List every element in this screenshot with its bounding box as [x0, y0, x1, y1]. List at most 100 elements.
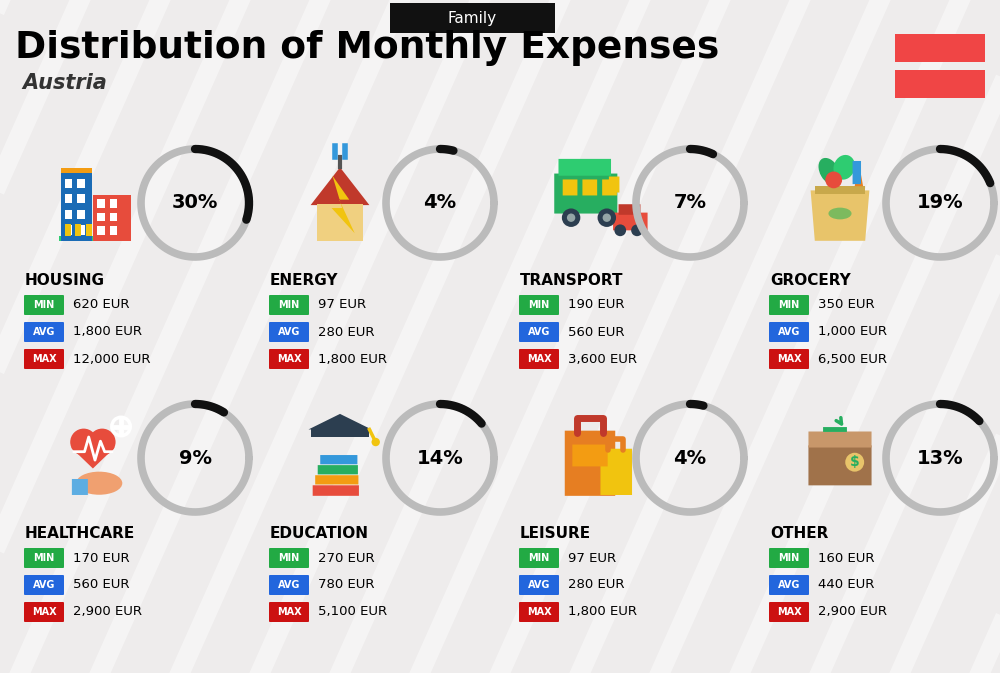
FancyBboxPatch shape — [311, 429, 369, 437]
Circle shape — [567, 213, 575, 222]
Text: AVG: AVG — [33, 327, 55, 337]
Text: EDUCATION: EDUCATION — [270, 526, 369, 541]
FancyBboxPatch shape — [769, 295, 809, 315]
Text: Family: Family — [448, 11, 497, 26]
FancyBboxPatch shape — [97, 199, 105, 207]
Text: 4%: 4% — [423, 194, 457, 213]
Circle shape — [562, 209, 580, 227]
Text: MAX: MAX — [527, 607, 551, 617]
FancyBboxPatch shape — [769, 548, 809, 568]
Circle shape — [372, 438, 380, 446]
Polygon shape — [311, 168, 369, 205]
FancyBboxPatch shape — [65, 194, 72, 203]
FancyBboxPatch shape — [269, 295, 309, 315]
FancyBboxPatch shape — [65, 210, 72, 219]
Text: LEISURE: LEISURE — [520, 526, 591, 541]
FancyBboxPatch shape — [65, 225, 72, 234]
Text: AVG: AVG — [33, 580, 55, 590]
Text: 1,800 EUR: 1,800 EUR — [318, 353, 387, 365]
FancyBboxPatch shape — [65, 178, 72, 188]
FancyBboxPatch shape — [24, 575, 64, 595]
Text: $: $ — [850, 455, 860, 469]
Text: MIN: MIN — [528, 300, 550, 310]
FancyBboxPatch shape — [572, 445, 608, 466]
FancyBboxPatch shape — [519, 575, 559, 595]
Ellipse shape — [828, 207, 852, 219]
Text: OTHER: OTHER — [770, 526, 828, 541]
Text: 97 EUR: 97 EUR — [318, 299, 366, 312]
Text: 160 EUR: 160 EUR — [818, 551, 874, 565]
Text: 280 EUR: 280 EUR — [318, 326, 374, 339]
Text: 6,500 EUR: 6,500 EUR — [818, 353, 887, 365]
FancyBboxPatch shape — [895, 34, 985, 62]
Text: Distribution of Monthly Expenses: Distribution of Monthly Expenses — [15, 30, 719, 66]
Text: MIN: MIN — [33, 553, 55, 563]
FancyBboxPatch shape — [519, 602, 559, 622]
Text: TRANSPORT: TRANSPORT — [520, 273, 624, 288]
FancyBboxPatch shape — [24, 295, 64, 315]
FancyBboxPatch shape — [895, 70, 985, 98]
Text: AVG: AVG — [278, 327, 300, 337]
FancyBboxPatch shape — [769, 349, 809, 369]
Circle shape — [614, 224, 626, 236]
Text: 14%: 14% — [417, 448, 463, 468]
Text: 1,800 EUR: 1,800 EUR — [73, 326, 142, 339]
Circle shape — [70, 429, 97, 456]
Text: MAX: MAX — [777, 607, 801, 617]
Text: 5,100 EUR: 5,100 EUR — [318, 606, 387, 618]
FancyBboxPatch shape — [86, 224, 92, 236]
Text: 12,000 EUR: 12,000 EUR — [73, 353, 150, 365]
Text: MAX: MAX — [277, 354, 301, 364]
Text: 280 EUR: 280 EUR — [568, 579, 624, 592]
FancyBboxPatch shape — [390, 3, 555, 33]
Text: ENERGY: ENERGY — [270, 273, 338, 288]
Text: AVG: AVG — [778, 580, 800, 590]
Text: 9%: 9% — [178, 448, 212, 468]
FancyBboxPatch shape — [619, 204, 640, 215]
FancyBboxPatch shape — [315, 475, 358, 485]
Text: MIN: MIN — [528, 553, 550, 563]
Text: 190 EUR: 190 EUR — [568, 299, 624, 312]
Text: 440 EUR: 440 EUR — [818, 579, 874, 592]
FancyBboxPatch shape — [61, 168, 92, 173]
Text: 7%: 7% — [674, 194, 706, 213]
Text: 97 EUR: 97 EUR — [568, 551, 616, 565]
Ellipse shape — [76, 472, 122, 495]
Polygon shape — [308, 414, 372, 429]
FancyBboxPatch shape — [558, 159, 611, 176]
FancyBboxPatch shape — [24, 548, 64, 568]
FancyBboxPatch shape — [77, 194, 85, 203]
FancyBboxPatch shape — [554, 174, 617, 213]
Text: MIN: MIN — [778, 300, 800, 310]
Text: 1,000 EUR: 1,000 EUR — [818, 326, 887, 339]
Text: 350 EUR: 350 EUR — [818, 299, 875, 312]
Text: GROCERY: GROCERY — [770, 273, 851, 288]
Circle shape — [603, 213, 611, 222]
FancyBboxPatch shape — [853, 161, 861, 184]
FancyBboxPatch shape — [61, 172, 92, 241]
FancyBboxPatch shape — [769, 322, 809, 342]
Text: 30%: 30% — [172, 194, 218, 213]
FancyBboxPatch shape — [110, 226, 117, 234]
Text: MAX: MAX — [32, 354, 56, 364]
Text: MAX: MAX — [527, 354, 551, 364]
FancyBboxPatch shape — [519, 548, 559, 568]
FancyBboxPatch shape — [65, 224, 71, 236]
FancyBboxPatch shape — [613, 213, 648, 230]
Text: 19%: 19% — [917, 194, 963, 213]
FancyBboxPatch shape — [519, 349, 559, 369]
Text: 560 EUR: 560 EUR — [73, 579, 130, 592]
FancyBboxPatch shape — [318, 465, 358, 474]
FancyBboxPatch shape — [77, 210, 85, 219]
FancyBboxPatch shape — [77, 225, 85, 234]
FancyBboxPatch shape — [563, 180, 577, 195]
Ellipse shape — [819, 158, 840, 185]
Text: AVG: AVG — [778, 327, 800, 337]
FancyBboxPatch shape — [24, 322, 64, 342]
FancyBboxPatch shape — [93, 194, 131, 241]
Polygon shape — [71, 448, 115, 468]
Polygon shape — [855, 163, 863, 186]
Text: 170 EUR: 170 EUR — [73, 551, 130, 565]
Text: 1,800 EUR: 1,800 EUR — [568, 606, 637, 618]
FancyBboxPatch shape — [97, 226, 105, 234]
